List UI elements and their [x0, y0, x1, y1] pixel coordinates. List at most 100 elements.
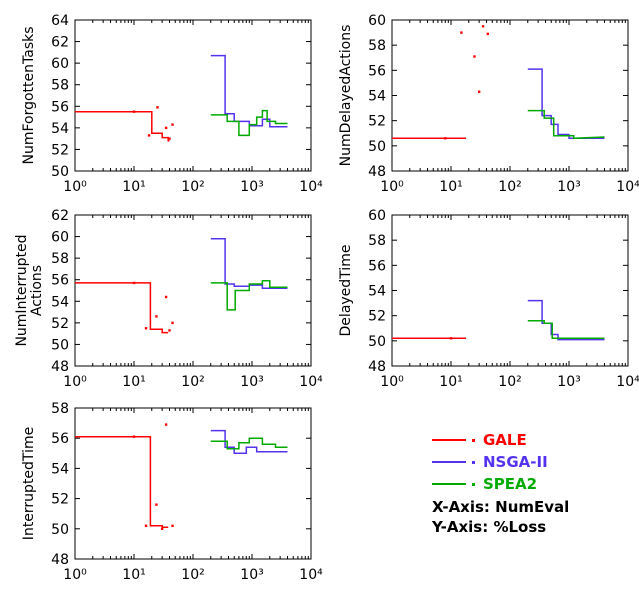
data-point-gale: [486, 32, 489, 36]
y-tick-label: 56: [368, 63, 386, 79]
y-tick-label: 58: [51, 78, 69, 94]
data-point-gale: [155, 503, 158, 506]
y-tick-label: 60: [51, 230, 69, 246]
x-tick-label: 10¹: [439, 374, 462, 390]
y-tick-label: 60: [368, 208, 386, 224]
panel-numforgottentasks: 50 52 54 56 58 60 62 64 10⁰ 10¹ 10² 10³ 10⁴ NumForgot…: [21, 13, 323, 195]
data-point-gale: [477, 90, 481, 93]
data-point-gale: [164, 295, 168, 299]
x-tick-label: 10²: [498, 179, 521, 195]
y-tick-label: 52: [368, 114, 386, 130]
y-tick-label: 58: [51, 401, 69, 417]
x-tick-label: 10²: [181, 567, 204, 583]
y-tick-label: 62: [51, 208, 69, 224]
x-axis-note: X-Axis: NumEval: [432, 498, 570, 516]
data-point-gale: [164, 423, 168, 426]
data-point-gale: [171, 321, 174, 325]
x-tick-label: 10²: [181, 374, 204, 390]
data-point-gale: [444, 137, 447, 140]
x-tick-label: 10¹: [439, 179, 462, 195]
data-point-gale: [473, 55, 476, 58]
legend-marker-nsga-ii: [472, 460, 475, 464]
x-tick-label: 10⁰: [63, 374, 87, 390]
series-line-nsga-ii: [210, 54, 288, 128]
series-line-spea2: [210, 109, 288, 137]
y-tick-label: 56: [51, 99, 69, 115]
legend-label-gale: GALE: [483, 431, 527, 449]
legend: GALE NSGA-II SPEA2 X-Axis: NumEval Y-Axi…: [432, 430, 632, 540]
y-tick-label: 58: [368, 38, 386, 54]
panel-delayedtime: 48 50 52 54 56 58 60 10⁰ 10¹ 10² 10³ 10⁴ DelayedTime: [338, 208, 639, 390]
x-tick-label: 10⁴: [299, 567, 323, 583]
series-line-nsga-ii: [210, 429, 288, 455]
y-tick-label: 50: [51, 337, 69, 353]
x-tick-label: 10³: [557, 374, 580, 390]
series-line-gale: [75, 435, 169, 529]
legend-marker-spea2: [472, 482, 475, 486]
series-line-spea2: [210, 280, 288, 311]
y-axis-label: NumForgottenTasks: [21, 26, 37, 164]
y-axis-label: InterruptedTime: [21, 427, 37, 540]
plot-frame: [391, 19, 629, 172]
y-tick-label: 54: [51, 294, 69, 310]
x-tick-label: 10³: [240, 567, 263, 583]
panel-numdelayedactions: 48 50 52 54 56 58 60 10⁰ 10¹ 10² 10³ 10⁴ NumDelayedA…: [338, 13, 639, 195]
y-tick-label: 50: [51, 522, 69, 538]
x-tick-label: 10¹: [122, 179, 145, 195]
x-tick-label: 10⁰: [380, 179, 404, 195]
plot-frame: [391, 214, 629, 367]
y-axis-label: NumDelayedActions: [338, 25, 354, 167]
data-point-gale: [171, 123, 174, 126]
y-tick-label: 64: [51, 13, 69, 29]
data-point-gale: [132, 110, 136, 113]
y-tick-label: 56: [51, 431, 69, 447]
legend-item-nsga-ii: NSGA-II: [432, 452, 548, 472]
data-point-gale: [449, 337, 453, 340]
y-tick-label: 56: [51, 273, 69, 289]
y-tick-label: 54: [51, 461, 69, 477]
data-point-gale: [171, 524, 174, 527]
series-line-spea2: [527, 109, 605, 140]
y-tick-label: 48: [368, 164, 386, 180]
y-tick-label: 52: [51, 142, 69, 158]
y-tick-label: 48: [51, 359, 69, 375]
data-point-gale: [160, 527, 164, 530]
series-line-gale: [75, 282, 169, 334]
x-tick-label: 10²: [498, 374, 521, 390]
x-tick-label: 10⁴: [616, 179, 639, 195]
y-tick-label: 54: [368, 89, 386, 105]
y-axis-note: Y-Axis: %Loss: [432, 518, 547, 536]
legend-swatch-gale: [432, 439, 466, 441]
y-tick-label: 60: [368, 13, 386, 29]
legend-marker-gale: [472, 438, 475, 442]
y-tick-label: 56: [368, 258, 386, 274]
series-line-spea2: [527, 319, 605, 340]
y-tick-label: 50: [368, 334, 386, 350]
data-point-gale: [156, 106, 159, 109]
legend-swatch-nsga-ii: [432, 461, 466, 463]
legend-item-gale: GALE: [432, 430, 527, 450]
x-tick-label: 10⁴: [299, 374, 323, 390]
y-tick-label: 52: [368, 309, 386, 325]
y-tick-label: 54: [51, 121, 69, 137]
data-point-gale: [164, 126, 168, 130]
data-point-gale: [168, 329, 171, 332]
y-tick-label: 52: [51, 492, 69, 508]
series-line-gale: [75, 110, 170, 142]
legend-swatch-spea2: [432, 483, 466, 485]
data-point-gale: [460, 31, 463, 34]
legend-label-nsga-ii: NSGA-II: [483, 453, 548, 471]
series-line-nsga-ii: [210, 237, 288, 290]
x-tick-label: 10³: [240, 374, 263, 390]
data-point-gale: [144, 327, 148, 330]
y-tick-label: 50: [368, 139, 386, 155]
data-point-gale: [144, 524, 148, 527]
x-tick-label: 10¹: [122, 374, 145, 390]
y-tick-label: 62: [51, 35, 69, 51]
legend-item-spea2: SPEA2: [432, 474, 537, 494]
plot-frame: [74, 407, 312, 560]
y-axis-label: NumInterrupted: [14, 234, 30, 346]
x-tick-label: 10⁴: [616, 374, 639, 390]
y-tick-label: 48: [51, 552, 69, 568]
